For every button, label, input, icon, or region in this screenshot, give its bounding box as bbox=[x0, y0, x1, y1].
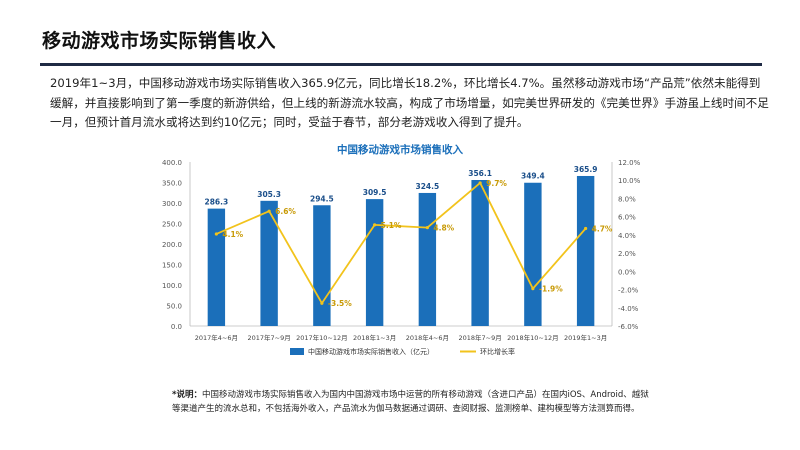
right-tick-label: 2.0% bbox=[618, 250, 636, 258]
left-tick-label: 50.0 bbox=[166, 303, 182, 311]
title-underline bbox=[40, 63, 762, 66]
x-tick-label: 2018年4~6月 bbox=[406, 333, 449, 342]
left-tick-label: 150.0 bbox=[162, 262, 182, 270]
chart-container: 中国移动游戏市场销售收入 0.0 50.0 100.0 150.0 200.0 250.0… bbox=[150, 136, 650, 376]
right-tick-label: 0.0% bbox=[618, 268, 636, 276]
growth-point bbox=[214, 232, 218, 236]
bar-value-label: 349.4 bbox=[521, 172, 545, 181]
left-tick-label: 200.0 bbox=[162, 241, 182, 249]
x-tick-label: 2017年7~9月 bbox=[247, 333, 290, 342]
legend-swatch-bar bbox=[290, 348, 304, 355]
growth-point bbox=[478, 181, 482, 185]
growth-line bbox=[216, 181, 587, 305]
growth-point bbox=[425, 226, 429, 230]
growth-value-label: 9.7% bbox=[486, 179, 507, 188]
bar-value-label: 286.3 bbox=[205, 198, 229, 207]
bar-value-label: 294.5 bbox=[310, 194, 334, 203]
chart-title: 中国移动游戏市场销售收入 bbox=[337, 143, 463, 156]
left-tick-label: 350.0 bbox=[162, 180, 182, 188]
growth-point bbox=[531, 287, 535, 291]
bar bbox=[260, 200, 278, 326]
right-tick-label: 8.0% bbox=[618, 195, 636, 203]
right-tick-label: 4.0% bbox=[618, 232, 636, 240]
x-axis-labels: 2017年4~6月 2017年7~9月 2017年10~12月 2018年1~3月 20… bbox=[195, 333, 608, 342]
bar-value-label: 324.5 bbox=[416, 182, 440, 191]
left-tick-label: 100.0 bbox=[162, 282, 182, 290]
right-tick-label: -2.0% bbox=[618, 287, 639, 295]
right-tick-label: -4.0% bbox=[618, 305, 639, 313]
note-label: *说明： bbox=[172, 390, 202, 400]
legend-label-line: 环比增长率 bbox=[480, 347, 515, 356]
bar bbox=[365, 199, 384, 326]
x-tick-label: 2019年1~3月 bbox=[564, 333, 607, 342]
line-series: 4.1% 6.6% -3.5% 5.1% 4.8% 9.7% -1.9% 4.7% bbox=[214, 179, 613, 308]
bar-value-label: 356.1 bbox=[468, 169, 492, 178]
bar-value-label: 365.9 bbox=[574, 165, 598, 174]
growth-point bbox=[320, 301, 324, 305]
x-tick-label: 2018年10~12月 bbox=[507, 333, 559, 342]
left-tick-label: 400.0 bbox=[162, 159, 182, 167]
growth-value-label: 5.1% bbox=[381, 221, 402, 230]
bar-value-label: 309.5 bbox=[363, 188, 387, 197]
growth-value-label: -3.5% bbox=[328, 299, 352, 308]
right-tick-label: 6.0% bbox=[618, 214, 636, 222]
page-title: 移动游戏市场实际销售收入 bbox=[42, 30, 277, 52]
left-tick-label: 250.0 bbox=[162, 221, 182, 229]
bar bbox=[524, 182, 542, 326]
legend: 中国移动游戏市场实际销售收入（亿元） 环比增长率 bbox=[290, 347, 515, 356]
revenue-chart: 中国移动游戏市场销售收入 0.0 50.0 100.0 150.0 200.0 250.0… bbox=[162, 143, 641, 356]
left-axis: 0.0 50.0 100.0 150.0 200.0 250.0 300.0 350.0 400… bbox=[162, 159, 612, 331]
growth-point bbox=[584, 226, 588, 231]
growth-point bbox=[373, 223, 377, 227]
x-tick-label: 2018年1~3月 bbox=[353, 333, 396, 342]
left-tick-label: 300.0 bbox=[162, 200, 182, 208]
growth-value-label: 4.1% bbox=[222, 230, 243, 239]
right-tick-label: -6.0% bbox=[618, 323, 639, 331]
intro-paragraph: 2019年1~3月，中国移动游戏市场实际销售收入365.9亿元，同比增长18.2… bbox=[50, 76, 769, 129]
note-text: 中国移动游戏市场实际销售收入为国内中国游戏市场中运营的所有移动游戏（含进口产品）… bbox=[172, 390, 649, 414]
left-tick-label: 0.0 bbox=[171, 323, 182, 331]
growth-value-label: 6.6% bbox=[275, 207, 296, 216]
bar-value-label: 305.3 bbox=[257, 190, 281, 199]
title-bar bbox=[0, 0, 800, 62]
bar bbox=[207, 208, 226, 326]
bar bbox=[576, 175, 595, 326]
x-tick-label: 2018年7~9月 bbox=[458, 333, 501, 342]
growth-value-label: 4.8% bbox=[433, 224, 454, 233]
right-tick-label: 10.0% bbox=[618, 177, 641, 185]
right-axis: -6.0% -4.0% -2.0% 0.0% 2.0% 4.0% 6.0% 8.0% 10.0%… bbox=[611, 159, 641, 331]
bar bbox=[418, 192, 437, 326]
bar-series: 286.3 305.3 294.5 309.5 324.5 356.1 349.4 365.9 bbox=[205, 165, 598, 326]
legend-label-bar: 中国移动游戏市场实际销售收入（亿元） bbox=[308, 347, 434, 356]
x-tick-label: 2017年10~12月 bbox=[296, 333, 348, 342]
chart-note: *说明：中国移动游戏市场实际销售收入为国内中国游戏市场中运营的所有移动游戏（含进… bbox=[172, 388, 652, 416]
bar bbox=[471, 179, 489, 326]
growth-value-label: -1.9% bbox=[539, 285, 563, 294]
growth-value-label: 4.7% bbox=[592, 225, 613, 234]
right-tick-label: 12.0% bbox=[618, 159, 641, 167]
x-tick-label: 2017年4~6月 bbox=[195, 333, 238, 342]
growth-point bbox=[267, 209, 271, 213]
